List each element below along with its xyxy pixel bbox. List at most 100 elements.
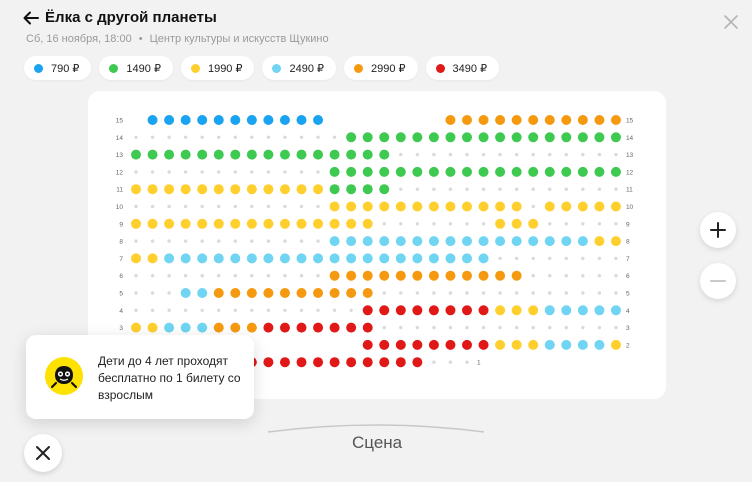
seat-available[interactable] bbox=[495, 201, 506, 212]
seat-available[interactable] bbox=[197, 253, 208, 264]
seat-available[interactable] bbox=[544, 166, 555, 177]
seat-available[interactable] bbox=[577, 132, 588, 143]
seat-available[interactable] bbox=[197, 288, 208, 298]
seat-available[interactable] bbox=[428, 236, 439, 247]
seat-available[interactable] bbox=[362, 201, 373, 212]
seat-available[interactable] bbox=[180, 149, 191, 160]
seat-available[interactable] bbox=[263, 149, 274, 160]
seat-available[interactable] bbox=[412, 166, 423, 177]
seat-available[interactable] bbox=[197, 184, 208, 195]
price-chip[interactable]: 1990 ₽ bbox=[180, 56, 255, 80]
seat-available[interactable] bbox=[478, 236, 489, 247]
seat-available[interactable] bbox=[428, 270, 439, 281]
seat-available[interactable] bbox=[362, 132, 373, 143]
seat-available[interactable] bbox=[577, 236, 588, 247]
seat-available[interactable] bbox=[478, 166, 489, 177]
seat-available[interactable] bbox=[263, 322, 274, 333]
seat-available[interactable] bbox=[329, 184, 340, 195]
seat-available[interactable] bbox=[594, 236, 605, 247]
seat-available[interactable] bbox=[246, 288, 257, 298]
seat-available[interactable] bbox=[346, 270, 357, 281]
seat-available[interactable] bbox=[346, 322, 357, 333]
seat-available[interactable] bbox=[395, 270, 406, 281]
seat-available[interactable] bbox=[495, 132, 506, 143]
seat-available[interactable] bbox=[428, 166, 439, 177]
seat-available[interactable] bbox=[346, 201, 357, 212]
seat-available[interactable] bbox=[296, 288, 307, 298]
seat-available[interactable] bbox=[346, 184, 357, 195]
seat-available[interactable] bbox=[230, 115, 241, 125]
seat-available[interactable] bbox=[495, 270, 506, 281]
seat-available[interactable] bbox=[495, 166, 506, 177]
seat-available[interactable] bbox=[346, 253, 357, 264]
seat-available[interactable] bbox=[329, 253, 340, 264]
seat-available[interactable] bbox=[147, 184, 158, 195]
seat-available[interactable] bbox=[362, 270, 373, 281]
seat-available[interactable] bbox=[147, 115, 158, 125]
seat-available[interactable] bbox=[528, 218, 539, 229]
seat-available[interactable] bbox=[412, 357, 423, 368]
seat-available[interactable] bbox=[428, 305, 439, 316]
seat-available[interactable] bbox=[395, 253, 406, 264]
seat-available[interactable] bbox=[478, 115, 489, 125]
seat-available[interactable] bbox=[528, 339, 539, 350]
seat-available[interactable] bbox=[379, 339, 390, 350]
seat-available[interactable] bbox=[379, 357, 390, 368]
seat-available[interactable] bbox=[412, 305, 423, 316]
seat-available[interactable] bbox=[528, 132, 539, 143]
seat-available[interactable] bbox=[445, 115, 456, 125]
seat-available[interactable] bbox=[279, 115, 290, 125]
seat-available[interactable] bbox=[246, 322, 257, 333]
seat-available[interactable] bbox=[296, 357, 307, 368]
seat-map[interactable]: 1515141413131212111110109988776655443322… bbox=[88, 91, 666, 399]
seat-available[interactable] bbox=[428, 253, 439, 264]
seat-available[interactable] bbox=[213, 322, 224, 333]
seat-available[interactable] bbox=[478, 339, 489, 350]
seat-available[interactable] bbox=[395, 201, 406, 212]
seat-available[interactable] bbox=[313, 115, 324, 125]
seat-available[interactable] bbox=[147, 149, 158, 160]
price-chip[interactable]: 1490 ₽ bbox=[99, 56, 173, 80]
seat-available[interactable] bbox=[164, 115, 175, 125]
seat-available[interactable] bbox=[528, 305, 539, 316]
seat-available[interactable] bbox=[412, 201, 423, 212]
seat-available[interactable] bbox=[478, 270, 489, 281]
seat-available[interactable] bbox=[544, 132, 555, 143]
seat-available[interactable] bbox=[544, 339, 555, 350]
seat-available[interactable] bbox=[462, 253, 472, 264]
seat-available[interactable] bbox=[412, 270, 423, 281]
seat-available[interactable] bbox=[528, 236, 539, 247]
seat-available[interactable] bbox=[362, 288, 373, 298]
seat-available[interactable] bbox=[246, 184, 257, 195]
seat-available[interactable] bbox=[213, 288, 224, 298]
seat-available[interactable] bbox=[561, 201, 572, 212]
seat-available[interactable] bbox=[445, 253, 456, 264]
seat-available[interactable] bbox=[329, 357, 340, 368]
seat-available[interactable] bbox=[246, 253, 257, 264]
seat-available[interactable] bbox=[395, 166, 406, 177]
seat-available[interactable] bbox=[263, 288, 274, 298]
seat-available[interactable] bbox=[296, 218, 307, 229]
seat-available[interactable] bbox=[329, 288, 340, 298]
seat-available[interactable] bbox=[329, 166, 340, 177]
seat-available[interactable] bbox=[279, 253, 290, 264]
seat-available[interactable] bbox=[462, 201, 472, 212]
seat-available[interactable] bbox=[577, 115, 588, 125]
seat-available[interactable] bbox=[180, 322, 191, 333]
seat-available[interactable] bbox=[131, 149, 141, 160]
seat-available[interactable] bbox=[412, 132, 423, 143]
seat-available[interactable] bbox=[164, 149, 175, 160]
seat-available[interactable] bbox=[544, 201, 555, 212]
seat-available[interactable] bbox=[478, 305, 489, 316]
price-chip[interactable]: 3490 ₽ bbox=[425, 56, 500, 80]
seat-available[interactable] bbox=[362, 253, 373, 264]
seat-available[interactable] bbox=[594, 115, 605, 125]
seat-available[interactable] bbox=[329, 236, 340, 247]
seat-available[interactable] bbox=[346, 166, 357, 177]
seat-available[interactable] bbox=[428, 339, 439, 350]
seat-available[interactable] bbox=[395, 357, 406, 368]
seat-available[interactable] bbox=[213, 218, 224, 229]
seat-available[interactable] bbox=[346, 132, 357, 143]
seat-available[interactable] bbox=[594, 201, 605, 212]
seat-available[interactable] bbox=[164, 184, 175, 195]
